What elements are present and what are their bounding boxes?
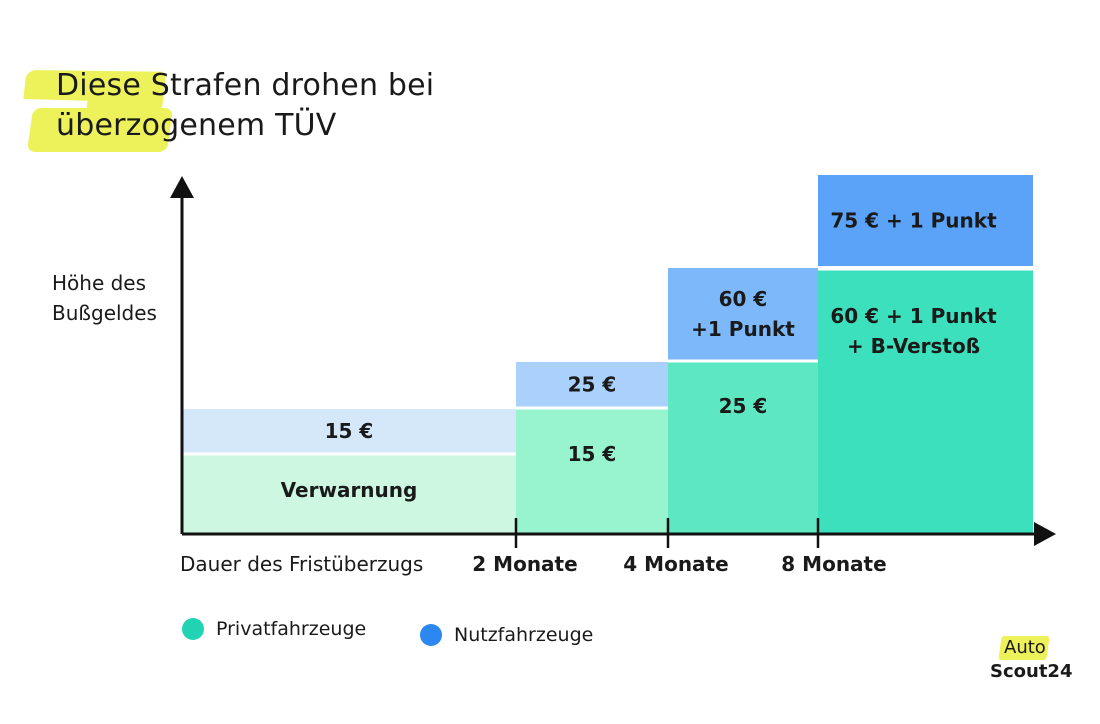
bar-commercial-4 bbox=[818, 175, 1033, 266]
x-tick-label-1: 2 Monate bbox=[472, 552, 577, 576]
legend-dot-private bbox=[182, 618, 204, 640]
bar-label-private-4: + B-Verstoß bbox=[847, 334, 980, 358]
bar-label-private-2: 15 € bbox=[568, 442, 617, 466]
title-line-1: Diese Strafen drohen bei bbox=[56, 68, 435, 103]
bar-label-private-4: 60 € + 1 Punkt bbox=[830, 304, 997, 328]
bar-label-commercial-4: 75 € + 1 Punkt bbox=[830, 209, 997, 233]
legend-item-private: Privatfahrzeuge bbox=[182, 618, 366, 640]
chart-title: Diese Strafen drohen bei überzogenem TÜV bbox=[56, 66, 434, 146]
bar-label-private-3: 25 € bbox=[719, 394, 768, 418]
bar-label-commercial-2: 25 € bbox=[568, 373, 617, 397]
bar-commercial-3 bbox=[668, 268, 818, 360]
legend-item-commercial: Nutzfahrzeuge bbox=[420, 624, 593, 646]
x-axis-arrow bbox=[1034, 522, 1056, 546]
autoscout24-logo: Auto Scout24 bbox=[990, 636, 1073, 686]
logo-text-scout24: Scout24 bbox=[990, 661, 1073, 682]
bar-private-3 bbox=[668, 362, 818, 534]
bar-label-private-1: Verwarnung bbox=[281, 478, 418, 502]
bar-commercial-2 bbox=[516, 362, 668, 407]
bar-label-commercial-1: 15 € bbox=[325, 419, 374, 443]
legend-label-commercial: Nutzfahrzeuge bbox=[454, 624, 594, 646]
bar-private-2 bbox=[516, 409, 668, 534]
y-axis-arrow bbox=[170, 176, 194, 198]
legend-label-private: Privatfahrzeuge bbox=[216, 618, 367, 640]
legend-dot-commercial bbox=[420, 624, 442, 646]
bar-label-commercial-3: +1 Punkt bbox=[691, 317, 795, 341]
bar-label-commercial-3: 60 € bbox=[719, 287, 768, 311]
x-tick-label-2: 4 Monate bbox=[623, 552, 728, 576]
x-axis-label: Dauer des Fristüberzugs bbox=[180, 552, 423, 576]
bar-private-1 bbox=[182, 455, 516, 534]
bar-private-4 bbox=[818, 270, 1033, 534]
logo-text-auto: Auto bbox=[1004, 637, 1046, 658]
bar-commercial-1 bbox=[182, 409, 516, 453]
title-line-2: überzogenem TÜV bbox=[56, 108, 337, 143]
x-tick-label-3: 8 Monate bbox=[781, 552, 886, 576]
y-axis-label: Höhe des Bußgeldes bbox=[52, 271, 157, 325]
